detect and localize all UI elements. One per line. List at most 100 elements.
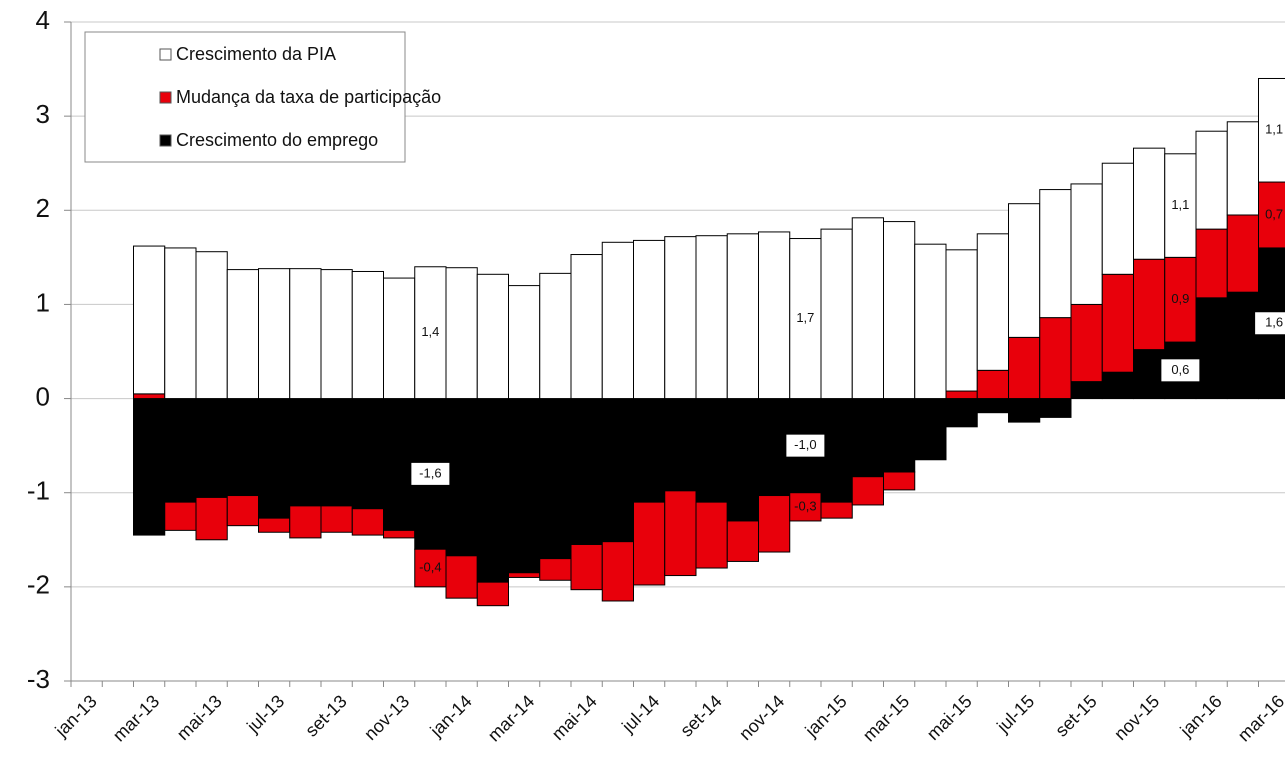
bar-segment <box>226 398 259 497</box>
bar-segment <box>320 269 353 400</box>
bar-segment <box>820 228 853 400</box>
x-tick-label: jul-14 <box>617 691 663 737</box>
bar-segment <box>1133 258 1166 351</box>
legend-marker <box>159 48 172 61</box>
bar-segment <box>695 398 728 503</box>
value-label: -1,0 <box>794 437 816 452</box>
value-label: -1,6 <box>419 465 441 480</box>
bar-segment <box>883 398 916 473</box>
x-tick-label: jan-14 <box>426 691 476 741</box>
bar-segment <box>914 398 947 461</box>
x-tick-label: nov-13 <box>360 691 413 744</box>
bar-segment <box>1101 273 1134 373</box>
bar-segment <box>789 238 822 400</box>
y-tick-label: 1 <box>36 287 50 317</box>
legend-box <box>84 31 406 163</box>
value-label: 0,7 <box>1265 206 1283 221</box>
bar-segment <box>258 398 291 519</box>
x-tick-label: mar-13 <box>109 691 163 745</box>
bar-segment <box>1070 303 1103 383</box>
bar-segment <box>601 398 634 543</box>
bar-segment <box>383 529 416 539</box>
bar-segment <box>351 270 384 400</box>
bar-segment <box>320 505 353 533</box>
x-tick-label: mai-14 <box>548 691 601 744</box>
bar-segment <box>226 269 259 400</box>
bar-segment <box>1070 183 1103 305</box>
x-tick-label: jul-13 <box>242 691 288 737</box>
bar-segment <box>476 581 509 607</box>
bar-segment <box>476 273 509 400</box>
bar-segment <box>539 398 572 560</box>
bar-segment <box>383 277 416 400</box>
y-tick-label: -3 <box>27 664 50 694</box>
bar-segment <box>133 245 166 395</box>
value-label: 1,7 <box>796 310 814 325</box>
bar-segment <box>851 398 884 478</box>
y-tick-label: -1 <box>27 476 50 506</box>
bar-segment <box>945 390 978 400</box>
y-tick-label: 3 <box>36 99 50 129</box>
bar-segment <box>1258 181 1285 249</box>
bar-segment <box>508 285 541 400</box>
bar-segment <box>164 501 197 531</box>
bar-segment <box>1226 214 1259 293</box>
bar-segment <box>258 268 291 400</box>
x-tick-label: jan-13 <box>51 691 101 741</box>
legend-label: Mudança da taxa de participação <box>176 87 441 107</box>
bar-segment <box>1195 228 1228 299</box>
bar-segment <box>633 398 666 503</box>
bar-segment <box>664 236 697 400</box>
bar-segment <box>195 398 228 498</box>
bar-segment <box>289 505 322 539</box>
bar-segment <box>476 398 509 583</box>
bar-segment <box>445 267 478 400</box>
bar-segment <box>570 398 603 545</box>
bar-segment <box>195 251 228 400</box>
bar-segment <box>164 398 197 503</box>
y-tick-label: -2 <box>27 570 50 600</box>
bar-segment <box>1070 381 1103 400</box>
bar-segment <box>1195 130 1228 230</box>
bar-segment <box>445 555 478 599</box>
bar-segment <box>726 233 759 400</box>
bar-segment <box>633 239 666 400</box>
y-tick-label: 2 <box>36 193 50 223</box>
x-tick-label: mar-16 <box>1234 691 1285 745</box>
bar-segment <box>1008 398 1041 423</box>
bar-segment <box>976 233 1009 371</box>
y-tick-label: 0 <box>36 381 50 411</box>
legend: Crescimento da PIA Mudança da taxa de par… <box>84 31 441 163</box>
bar-segment <box>289 398 322 507</box>
bar-segment <box>758 495 791 553</box>
bar-segment <box>195 496 228 541</box>
x-tick-label: jan-16 <box>1176 691 1226 741</box>
y-tick-label: 4 <box>36 5 50 35</box>
value-label-box <box>411 462 450 485</box>
bar-segment <box>258 517 291 533</box>
bar-segment <box>1039 189 1072 319</box>
bar-segment <box>508 398 541 574</box>
bar-segment <box>1258 77 1285 183</box>
bar-segment <box>1008 336 1041 400</box>
bar-segment <box>726 520 759 562</box>
bar-segment <box>351 398 384 510</box>
value-label: 1,4 <box>421 324 439 339</box>
bar-segment <box>664 398 697 492</box>
bar-segment <box>758 231 791 400</box>
bar-segment <box>1164 153 1197 258</box>
x-tick-label: set-14 <box>676 691 726 741</box>
bar-segment <box>133 393 166 400</box>
bar-segment <box>445 398 478 557</box>
bar-segment <box>1039 398 1072 418</box>
value-label-box <box>1255 312 1285 335</box>
legend-label: Crescimento da PIA <box>176 44 336 64</box>
bar-segment <box>539 558 572 581</box>
bar-segment <box>851 476 884 506</box>
x-tick-label: mai-13 <box>173 691 226 744</box>
value-label: 0,6 <box>1171 362 1189 377</box>
bar-segment <box>539 272 572 400</box>
bar-segment <box>976 369 1009 400</box>
bar-segment <box>695 235 728 400</box>
